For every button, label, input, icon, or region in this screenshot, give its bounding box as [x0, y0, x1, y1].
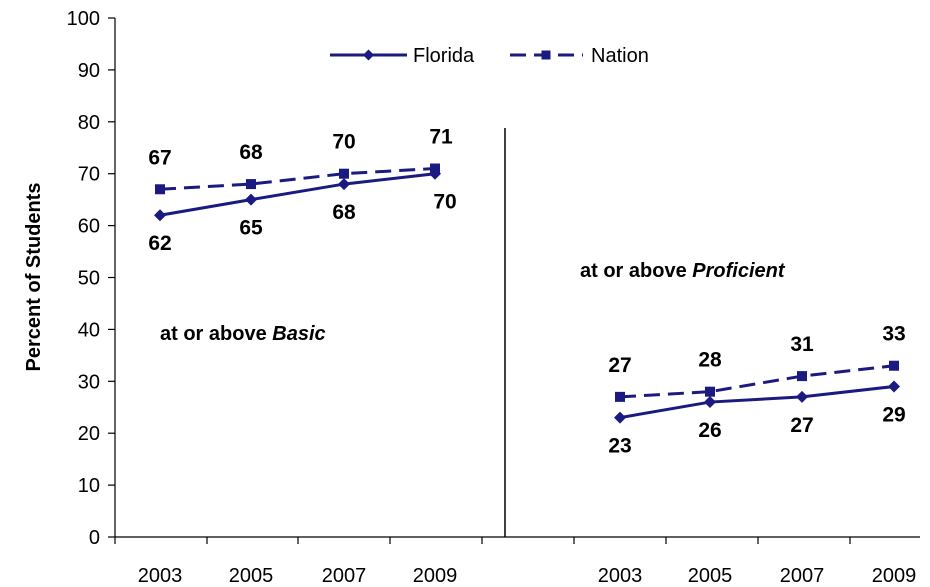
- y-tick-label: 60: [78, 216, 100, 238]
- y-tick-label: 80: [78, 112, 100, 134]
- y-tick-label: 20: [78, 423, 100, 445]
- y-tick-label: 70: [78, 164, 100, 186]
- y-tick-label: 40: [78, 319, 100, 341]
- data-label-nation: 71: [429, 126, 453, 149]
- data-label-florida: 62: [148, 232, 171, 255]
- annotation-proficient-prefix: at or above: [580, 260, 692, 282]
- y-tick-label: 90: [78, 60, 100, 82]
- data-label-florida: 27: [790, 414, 813, 437]
- data-label-florida: 68: [332, 201, 356, 224]
- y-tick-label: 10: [78, 475, 100, 497]
- legend: Florida Nation: [330, 45, 649, 67]
- annotation-basic-prefix: at or above: [160, 323, 272, 345]
- annotation-proficient-emphasis: Proficient: [692, 260, 786, 282]
- x-tick-label: 2007: [780, 565, 825, 587]
- point-florida: [888, 380, 900, 393]
- annotation-basic-emphasis: Basic: [272, 323, 325, 345]
- y-tick-label: 100: [67, 8, 100, 30]
- data-label-nation: 70: [332, 131, 355, 154]
- panel-1: 23 26 27 29 27 28 31 33: [608, 323, 905, 458]
- annotation-proficient: at or above Proficient: [580, 260, 786, 282]
- data-label-florida: 70: [433, 191, 456, 214]
- point-nation: [705, 386, 715, 397]
- series-line-florida: [619, 384, 895, 420]
- point-nation: [339, 168, 349, 179]
- series-line-florida: [159, 172, 436, 217]
- data-label-nation: 31: [790, 333, 814, 356]
- x-tick-label: 2009: [413, 565, 458, 587]
- x-tick-label: 2005: [688, 565, 733, 587]
- data-label-nation: 68: [239, 141, 263, 164]
- data-label-florida: 65: [239, 217, 263, 240]
- data-label-florida: 23: [608, 435, 631, 458]
- x-tick-label: 2007: [322, 565, 367, 587]
- x-tick-label: 2005: [229, 565, 274, 587]
- x-axis: 2003 2005 2007 2009 2003 2005 2007 2009: [114, 536, 920, 587]
- point-florida: [614, 411, 626, 424]
- chart-panels: 62 65 68 70 67 68 70 71 23 26 27 29 27 28 31 33: [148, 126, 905, 458]
- x-tick-label: 2003: [598, 565, 643, 587]
- point-nation: [889, 360, 899, 371]
- data-label-nation: 27: [608, 354, 631, 377]
- data-label-nation: 28: [698, 349, 722, 372]
- y-axis-title: Percent of Students: [23, 183, 45, 372]
- point-florida: [154, 209, 166, 222]
- series-line-nation: [159, 167, 436, 191]
- point-florida: [704, 396, 716, 409]
- data-label-nation: 33: [882, 323, 905, 346]
- legend-nation-label: Nation: [591, 45, 649, 67]
- legend-florida-label: Florida: [413, 45, 475, 67]
- point-nation: [246, 179, 256, 190]
- series-line-nation: [619, 364, 895, 399]
- x-tick-label: 2003: [138, 565, 183, 587]
- annotation-basic: at or above Basic: [160, 323, 326, 345]
- data-label-florida: 26: [698, 419, 721, 442]
- y-axis: 0 10 20 30 40 50 60 70 80 90 100: [67, 8, 116, 549]
- data-label-florida: 29: [882, 403, 905, 426]
- annotations: at or above Basic at or above Proficient: [160, 260, 786, 345]
- point-florida: [338, 178, 350, 191]
- point-florida: [245, 193, 257, 206]
- panel-0: 62 65 68 70 67 68 70 71: [148, 126, 456, 256]
- legend-florida-marker: [363, 49, 374, 61]
- point-nation: [797, 371, 807, 382]
- point-florida: [796, 390, 808, 403]
- y-tick-label: 50: [78, 268, 100, 290]
- x-tick-label: 2009: [872, 565, 917, 587]
- y-tick-label: 0: [89, 527, 100, 549]
- point-nation: [615, 391, 625, 402]
- data-label-nation: 67: [148, 146, 171, 169]
- legend-nation-marker: [541, 50, 551, 60]
- point-nation: [155, 184, 165, 195]
- point-nation: [430, 163, 440, 174]
- y-tick-label: 30: [78, 371, 100, 393]
